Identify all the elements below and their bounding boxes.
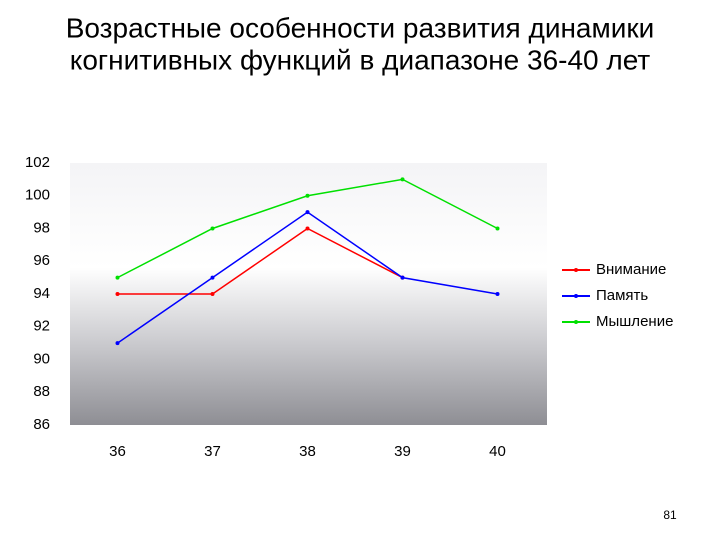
y-tick-label: 88 — [33, 383, 50, 400]
y-tick-label: 96 — [33, 252, 50, 269]
point — [115, 341, 120, 346]
y-tick-label: 86 — [33, 416, 50, 433]
x-tick-label: 40 — [489, 443, 506, 460]
legend-label: Память — [596, 287, 648, 304]
y-tick-label: 90 — [33, 350, 50, 367]
y-tick-label: 94 — [33, 285, 50, 302]
point — [210, 226, 215, 231]
x-tick-label: 38 — [299, 443, 316, 460]
legend-marker — [574, 320, 578, 324]
point — [495, 226, 500, 231]
point — [210, 275, 215, 280]
legend-label: Внимание — [596, 261, 666, 278]
title-line: Возрастные особенности развития динамики — [66, 12, 655, 43]
point — [305, 210, 310, 215]
point — [400, 275, 405, 280]
x-tick-label: 39 — [394, 443, 411, 460]
legend-marker — [574, 294, 578, 298]
legend-label: Мышление — [596, 313, 673, 330]
y-tick-label: 102 — [25, 154, 50, 171]
y-tick-label: 100 — [25, 187, 50, 204]
point — [115, 292, 120, 296]
point — [305, 193, 310, 198]
title-line: когнитивных функций в диапазоне 36-40 ле… — [70, 44, 651, 75]
point — [495, 292, 500, 296]
y-tick-label: 92 — [33, 318, 50, 335]
point — [210, 292, 215, 296]
point — [115, 275, 120, 280]
x-tick-label: 36 — [109, 443, 126, 460]
page-number: 81 — [663, 508, 677, 522]
legend-marker — [574, 268, 578, 272]
x-tick-label: 37 — [204, 443, 221, 460]
series-line — [117, 227, 403, 295]
point — [305, 226, 310, 231]
point — [400, 177, 405, 182]
y-tick-label: 98 — [33, 219, 50, 236]
